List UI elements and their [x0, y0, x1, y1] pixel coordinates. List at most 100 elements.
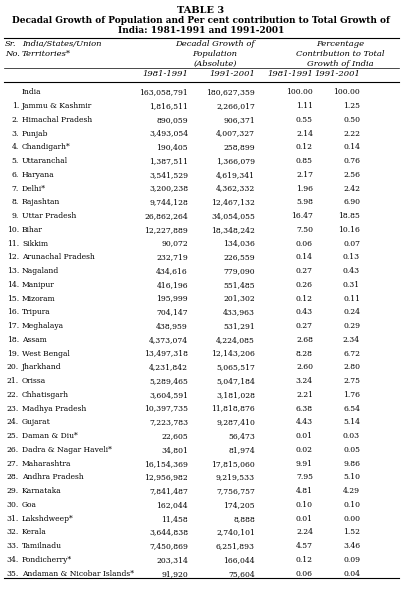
Text: Haryana: Haryana: [22, 171, 55, 179]
Text: 433,963: 433,963: [223, 308, 255, 316]
Text: Goa: Goa: [22, 501, 37, 509]
Text: Himachal Pradesh: Himachal Pradesh: [22, 116, 92, 124]
Text: 0.10: 0.10: [343, 501, 360, 509]
Text: 3,604,591: 3,604,591: [149, 391, 188, 399]
Text: 3.46: 3.46: [343, 542, 360, 550]
Text: 779,090: 779,090: [223, 267, 255, 275]
Text: 2.56: 2.56: [343, 171, 360, 179]
Text: 12,956,982: 12,956,982: [144, 474, 188, 481]
Text: 15.: 15.: [7, 295, 19, 303]
Text: 0.06: 0.06: [296, 240, 313, 247]
Text: 2.22: 2.22: [343, 130, 360, 137]
Text: 34,054,055: 34,054,055: [211, 212, 255, 220]
Text: 2.: 2.: [12, 116, 19, 124]
Text: 34.: 34.: [7, 556, 19, 564]
Text: 0.02: 0.02: [296, 446, 313, 454]
Text: 9,219,533: 9,219,533: [216, 474, 255, 481]
Text: 0.55: 0.55: [296, 116, 313, 124]
Text: 3,200,238: 3,200,238: [149, 185, 188, 192]
Text: 6,251,893: 6,251,893: [216, 542, 255, 550]
Text: 190,405: 190,405: [156, 143, 188, 152]
Text: Andhra Pradesh: Andhra Pradesh: [22, 474, 84, 481]
Text: 14.: 14.: [7, 281, 19, 289]
Text: 203,314: 203,314: [156, 556, 188, 564]
Text: 9,744,128: 9,744,128: [149, 198, 188, 207]
Text: 0.14: 0.14: [343, 143, 360, 152]
Text: India: 1981-1991 and 1991-2001: India: 1981-1991 and 1991-2001: [118, 26, 284, 35]
Text: 7,450,869: 7,450,869: [149, 542, 188, 550]
Text: 1.96: 1.96: [296, 185, 313, 192]
Text: 0.13: 0.13: [343, 253, 360, 261]
Text: 201,302: 201,302: [223, 295, 255, 303]
Text: 9.91: 9.91: [296, 459, 313, 468]
Text: 13,497,318: 13,497,318: [144, 350, 188, 358]
Text: Assam: Assam: [22, 336, 47, 344]
Text: 1.52: 1.52: [343, 529, 360, 536]
Text: 32.: 32.: [7, 529, 19, 536]
Text: 0.10: 0.10: [296, 501, 313, 509]
Text: 21.: 21.: [7, 377, 19, 385]
Text: 31.: 31.: [7, 514, 19, 523]
Text: 4,224,085: 4,224,085: [216, 336, 255, 344]
Text: 0.11: 0.11: [343, 295, 360, 303]
Text: 4.29: 4.29: [343, 487, 360, 495]
Text: 30.: 30.: [7, 501, 19, 509]
Text: 0.50: 0.50: [343, 116, 360, 124]
Text: 4,373,074: 4,373,074: [149, 336, 188, 344]
Text: 906,371: 906,371: [223, 116, 255, 124]
Text: 3,541,529: 3,541,529: [149, 171, 188, 179]
Text: 19.: 19.: [7, 350, 19, 358]
Text: 0.01: 0.01: [296, 514, 313, 523]
Text: 17.: 17.: [7, 322, 19, 330]
Text: Madhya Pradesh: Madhya Pradesh: [22, 405, 86, 413]
Text: Lakshdweep*: Lakshdweep*: [22, 514, 74, 523]
Text: 0.27: 0.27: [296, 322, 313, 330]
Text: 1.76: 1.76: [343, 391, 360, 399]
Text: Tamilnadu: Tamilnadu: [22, 542, 62, 550]
Text: Andaman & Nicobar Islands*: Andaman & Nicobar Islands*: [22, 570, 134, 578]
Text: 6.72: 6.72: [343, 350, 360, 358]
Text: 7,223,783: 7,223,783: [149, 419, 188, 426]
Text: 6.38: 6.38: [296, 405, 313, 413]
Text: 28.: 28.: [7, 474, 19, 481]
Text: 22.: 22.: [7, 391, 19, 399]
Text: Uttar Pradesh: Uttar Pradesh: [22, 212, 77, 220]
Text: 9.: 9.: [12, 212, 19, 220]
Text: 10,397,735: 10,397,735: [144, 405, 188, 413]
Text: Tripura: Tripura: [22, 308, 51, 316]
Text: 3.24: 3.24: [296, 377, 313, 385]
Text: 3,644,838: 3,644,838: [149, 529, 188, 536]
Text: 35.: 35.: [7, 570, 19, 578]
Text: 12,467,132: 12,467,132: [211, 198, 255, 207]
Text: 4,007,327: 4,007,327: [216, 130, 255, 137]
Text: 81,974: 81,974: [228, 446, 255, 454]
Text: India/States/Union
Territories*: India/States/Union Territories*: [22, 40, 102, 58]
Text: 27.: 27.: [7, 459, 19, 468]
Text: 0.07: 0.07: [343, 240, 360, 247]
Text: 5,289,465: 5,289,465: [149, 377, 188, 385]
Text: Decadal Growth of
Population
(Absolute): Decadal Growth of Population (Absolute): [175, 40, 255, 67]
Text: 1,387,511: 1,387,511: [149, 157, 188, 165]
Text: 162,044: 162,044: [156, 501, 188, 509]
Text: 0.12: 0.12: [296, 556, 313, 564]
Text: 11,818,876: 11,818,876: [211, 405, 255, 413]
Text: 0.76: 0.76: [343, 157, 360, 165]
Text: 0.31: 0.31: [343, 281, 360, 289]
Text: 5.98: 5.98: [296, 198, 313, 207]
Text: 4,231,842: 4,231,842: [149, 363, 188, 371]
Text: Rajashtan: Rajashtan: [22, 198, 60, 207]
Text: Jharkhand: Jharkhand: [22, 363, 62, 371]
Text: 3,181,028: 3,181,028: [216, 391, 255, 399]
Text: 5.: 5.: [12, 157, 19, 165]
Text: Mizoram: Mizoram: [22, 295, 56, 303]
Text: 100.00: 100.00: [286, 88, 313, 96]
Text: 4.43: 4.43: [296, 419, 313, 426]
Text: 258,899: 258,899: [223, 143, 255, 152]
Text: 4.81: 4.81: [296, 487, 313, 495]
Text: 7.95: 7.95: [296, 474, 313, 481]
Text: 16,154,369: 16,154,369: [144, 459, 188, 468]
Text: 18,348,242: 18,348,242: [211, 226, 255, 234]
Text: 2.42: 2.42: [343, 185, 360, 192]
Text: 11,458: 11,458: [161, 514, 188, 523]
Text: 7,756,757: 7,756,757: [216, 487, 255, 495]
